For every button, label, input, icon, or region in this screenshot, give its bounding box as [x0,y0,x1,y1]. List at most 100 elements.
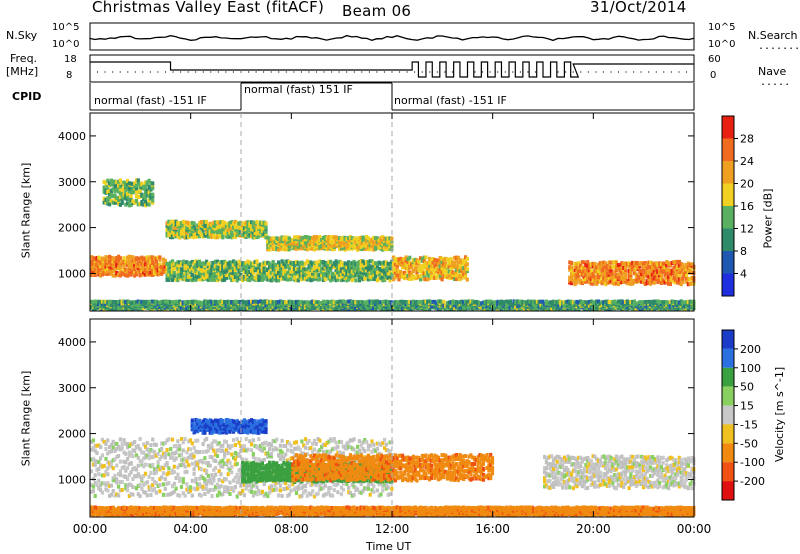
heatmap-cell [104,188,108,193]
heatmap-cell [415,270,419,275]
heatmap-cell [268,270,272,275]
heatmap-cell [172,276,176,281]
heatmap-cell [102,464,106,468]
heatmap-cell [188,222,193,227]
heatmap-cell [686,261,690,266]
heatmap-cell [607,264,611,269]
nave-dot [308,71,310,73]
heatmap-cell [223,274,227,279]
heatmap-cell [214,264,218,269]
heatmap-cell [359,238,363,243]
nave-dot [655,71,657,73]
heatmap-cell [332,243,336,248]
heatmap-cell [431,274,435,279]
heatmap-cell [205,269,209,274]
heatmap-cell [275,263,279,268]
heatmap-cell [269,271,273,276]
heatmap-cell [106,472,110,477]
heatmap-cell [314,265,318,270]
heatmap-cell [410,265,414,270]
heatmap-cell [356,247,360,252]
heatmap-cell [334,259,338,264]
heatmap-cell [573,265,577,269]
heatmap-cell [187,235,191,239]
heatmap-cell [212,277,216,282]
heatmap-cell [357,236,361,241]
heatmap-cell [210,271,214,276]
heatmap-cell [598,264,602,269]
heatmap-cell [145,266,149,271]
heatmap-cell [649,260,653,265]
heatmap-cell [571,270,575,275]
heatmap-cell [246,220,250,225]
heatmap-cell [623,274,628,279]
heatmap-cell [95,258,99,263]
heatmap-cell [127,271,131,275]
heatmap-cell [190,234,194,239]
heatmap-cell [399,270,403,275]
nave-dot [466,71,469,73]
heatmap-cell [106,255,110,260]
heatmap-cell [104,200,108,205]
heatmap-cell [582,272,586,277]
heatmap-cell [681,272,685,276]
heatmap-cell [399,260,403,265]
heatmap-cell [329,235,333,240]
heatmap-cell [226,272,230,277]
heatmap-cell [401,262,405,267]
heatmap-cell [641,264,646,269]
heatmap-cell [451,270,455,275]
heatmap-cell [176,263,180,268]
heatmap-cell [377,241,381,246]
heatmap-cell [210,264,214,269]
heatmap-cell [251,225,255,229]
heatmap-cell [117,484,121,489]
heatmap-cell [429,274,433,279]
heatmap-cell [611,265,615,269]
heatmap-cell [196,234,200,239]
heatmap-cell [658,264,662,269]
heatmap-cell [138,256,142,261]
heatmap-cell [685,276,689,280]
heatmap-cell [95,266,99,271]
heatmap-cell [600,268,604,273]
heatmap-cell [282,236,286,241]
heatmap-cell [408,255,412,260]
heatmap-cell [244,220,248,225]
heatmap-cell [115,477,119,482]
heatmap-cell [260,272,264,276]
heatmap-cell [426,267,430,272]
heatmap-cell [609,275,613,280]
heatmap-cell [124,259,128,263]
nave-dot [534,71,537,73]
heatmap-cell [366,262,370,267]
heatmap-cell [106,269,110,274]
heatmap-cell [194,259,198,264]
heatmap-cell [632,263,637,268]
heatmap-cell [296,278,300,283]
heatmap-cell [268,238,272,243]
heatmap-cell [235,224,239,229]
heatmap-cell [194,274,198,278]
heatmap-cell [654,263,658,268]
heatmap-cell [677,277,681,282]
heatmap-cell [179,227,184,232]
heatmap-cell [677,263,681,268]
heatmap-cell [350,273,354,278]
heatmap-cell [181,262,185,267]
heatmap-cell [172,225,176,230]
heatmap-cell [266,244,270,249]
heatmap-cell [273,262,277,267]
heatmap-cell [580,270,584,275]
heatmap-cell [219,230,223,234]
heatmap-cell [174,226,178,230]
heatmap-cell [428,263,432,268]
heatmap-cell [570,273,574,277]
heatmap-cell [345,265,349,270]
heatmap-cell [321,245,326,250]
heatmap-cell [257,234,261,239]
heatmap-cell [631,267,635,272]
heatmap-cell [604,277,608,282]
heatmap-cell [244,260,248,265]
heatmap-cell [215,264,219,269]
